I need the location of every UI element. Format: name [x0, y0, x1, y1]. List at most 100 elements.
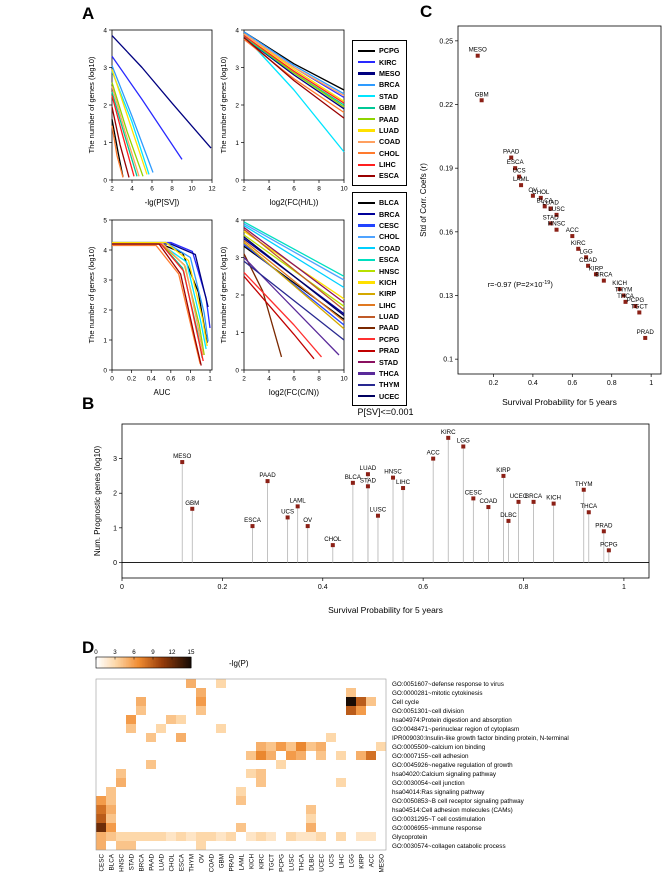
heatmap-cell	[326, 697, 336, 706]
heatmap-row-label: hsa04020:Calcium signaling pathway	[392, 771, 497, 778]
chart-enrichment-heatmap: 0 3 6 9 12 15 -lg(P) GO:0051607~defense respons…	[94, 649, 568, 873]
heatmap-cell	[166, 706, 176, 715]
heatmap-cell	[326, 715, 336, 724]
point-label: PCPG	[600, 541, 618, 548]
heatmap-cell	[146, 697, 156, 706]
heatmap-cell	[186, 751, 196, 760]
y-tick-label: 4	[235, 27, 239, 34]
heatmap-cell	[296, 796, 306, 805]
heatmap-cell	[266, 724, 276, 733]
point-label: ESCA	[507, 159, 525, 166]
heatmap-cell	[316, 688, 326, 697]
panel-label-d: D	[82, 638, 95, 657]
heatmap-cell	[256, 823, 266, 832]
x-axis-label: Survival Probability for 5 years	[328, 605, 443, 615]
line-UCEC	[243, 236, 345, 317]
heatmap-cell	[116, 769, 126, 778]
heatmap-cell	[96, 769, 106, 778]
heatmap-cell	[256, 760, 266, 769]
heatmap-cell	[366, 805, 376, 814]
heatmap-cell	[146, 751, 156, 760]
legend-item-LIHC: LIHC	[358, 300, 400, 311]
heatmap-cell	[206, 796, 216, 805]
legend-color-swatch	[358, 247, 375, 250]
heatmap-cell	[376, 823, 386, 832]
heatmap-cell	[266, 805, 276, 814]
heatmap-cell	[356, 805, 366, 814]
heatmap-col-label: UCEC	[319, 854, 326, 872]
heatmap-cell	[316, 796, 326, 805]
heatmap-cell	[346, 796, 356, 805]
y-tick-label: 0.19	[439, 166, 453, 173]
heatmap-cell	[206, 751, 216, 760]
heatmap-cell	[286, 679, 296, 688]
heatmap-cell	[236, 841, 246, 850]
heatmap-cell	[186, 778, 196, 787]
heatmap-cell	[166, 688, 176, 697]
line-PRAD	[243, 275, 315, 360]
heatmap-col-label: LUAD	[159, 854, 166, 871]
heatmap-cell	[136, 769, 146, 778]
heatmap-row-label: Cell cycle	[392, 699, 419, 706]
heatmap-cell	[346, 733, 356, 742]
point-label: BLCA	[537, 197, 554, 204]
legend-color-swatch	[358, 95, 375, 98]
heatmap-col-label: COAD	[209, 854, 216, 873]
point-label: ACC	[566, 227, 580, 234]
point-KICH	[551, 501, 556, 506]
heatmap-cell	[216, 769, 226, 778]
heatmap-col-label: BRCA	[139, 853, 146, 871]
point-THCA	[623, 299, 628, 304]
point-PCPG	[606, 548, 611, 553]
y-tick-label: 0.16	[439, 229, 453, 236]
chart-title: P[SV]<=0.001	[357, 407, 413, 417]
heatmap-cell	[146, 706, 156, 715]
heatmap-cell	[306, 814, 316, 823]
heatmap-cell	[186, 823, 196, 832]
heatmap-cell	[366, 760, 376, 769]
heatmap-cell	[176, 796, 186, 805]
heatmap-cell	[206, 724, 216, 733]
point-COAD	[486, 505, 491, 510]
heatmap-cell	[106, 733, 116, 742]
heatmap-cell	[346, 751, 356, 760]
heatmap-cell	[276, 787, 286, 796]
x-axis-label: log2(FC(H/L))	[270, 198, 319, 207]
point-label: PRAD	[595, 522, 613, 529]
heatmap-cell	[366, 715, 376, 724]
heatmap-cell	[356, 715, 366, 724]
colorbar-label: -lg(P)	[229, 659, 249, 668]
point-label: KIRC	[571, 240, 586, 247]
legend-color-swatch	[358, 292, 375, 295]
colorbar-segment	[148, 657, 151, 668]
point-LUSC	[554, 212, 559, 217]
heatmap-row-label: GO:0000281~mitotic cytokinesis	[392, 690, 482, 697]
heatmap-cell	[146, 679, 156, 688]
heatmap-col-label: GBM	[219, 854, 226, 868]
heatmap-cell	[266, 679, 276, 688]
heatmap-row-label: GO:0007155~cell adhesion	[392, 753, 469, 760]
y-axis-label: Num. Prognostic genes (log10)	[93, 446, 102, 557]
colorbar-segment	[154, 657, 157, 668]
point-label: PAAD	[259, 472, 276, 479]
line-CESC	[243, 243, 345, 326]
heatmap-cell	[346, 679, 356, 688]
legend-label: STAD	[379, 357, 399, 367]
heatmap-cell	[376, 787, 386, 796]
heatmap-col-label: PAAD	[149, 854, 156, 871]
point-THYM	[621, 293, 626, 298]
panel-label-c: C	[420, 2, 433, 21]
legend-label: LUAD	[379, 312, 399, 322]
heatmap-cell	[376, 715, 386, 724]
heatmap-cell	[146, 814, 156, 823]
colorbar-segment	[134, 657, 137, 668]
heatmap-cell	[116, 733, 126, 742]
heatmap-cell	[266, 787, 276, 796]
legend-label: CESC	[379, 220, 399, 230]
heatmap-cell	[346, 814, 356, 823]
legend-item-CESC: CESC	[358, 220, 400, 231]
heatmap-cell	[276, 760, 286, 769]
heatmap-cell	[336, 751, 346, 760]
legend-color-swatch	[358, 281, 375, 284]
heatmap-cell	[156, 787, 166, 796]
